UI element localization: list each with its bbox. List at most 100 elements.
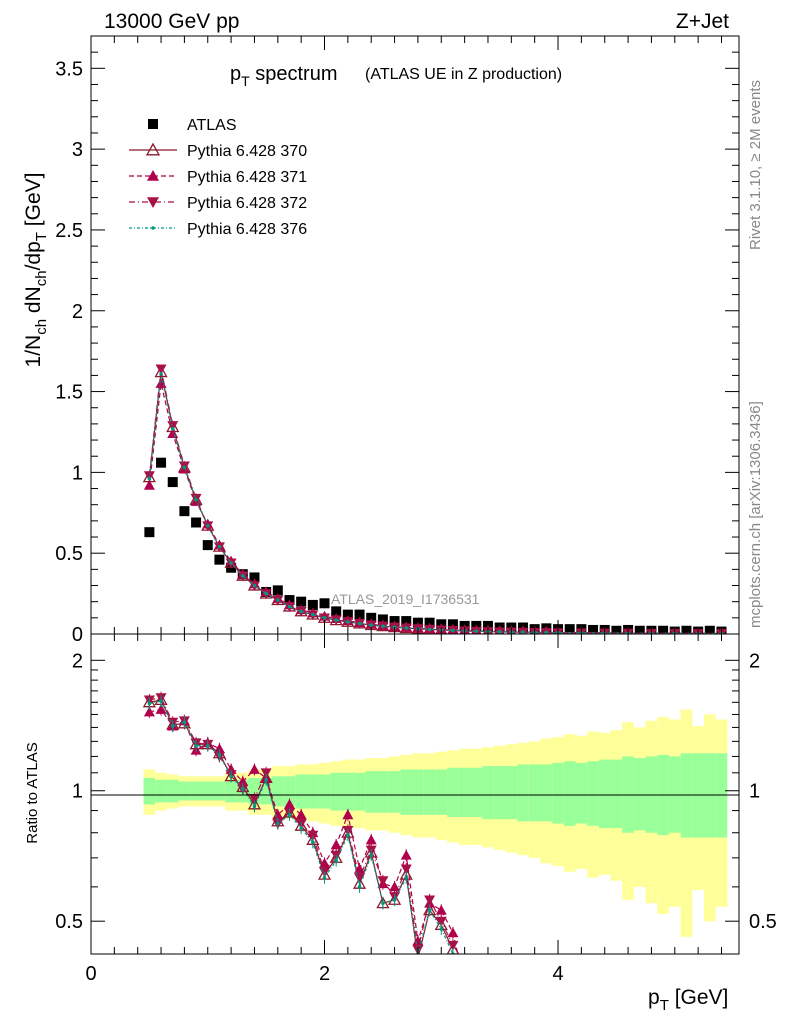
ratio-point-p371 [506, 978, 517, 988]
ratio-ytick-label: 0.5 [55, 911, 83, 933]
ratio-point-p371 [494, 983, 505, 993]
band-inner-bin [155, 779, 167, 803]
main-ytick-label: 3 [72, 139, 83, 161]
ratio-point-p371 [213, 743, 225, 754]
ratio-point-p371 [471, 967, 482, 977]
band-inner-bin [178, 781, 191, 801]
main-point-p376 [147, 477, 152, 481]
ratio-point-p372 [435, 916, 447, 927]
main-point-data [249, 572, 260, 583]
main-point-p376 [264, 591, 268, 596]
main-point-p376 [299, 609, 303, 614]
ratio-point-p372 [447, 940, 459, 951]
main-point-p376 [334, 618, 338, 622]
legend-marker-p372 [147, 197, 159, 208]
main-point-p376 [240, 574, 245, 578]
ratio-point-p376 [205, 743, 210, 748]
ratio-point-p376 [427, 908, 432, 913]
band-inner-bin [633, 758, 646, 831]
band-inner-bin [528, 764, 541, 822]
band-inner-bin [307, 774, 319, 809]
ratio-point-p376 [357, 885, 362, 889]
ratio-point-p371 [447, 927, 459, 938]
legend-marker-p376 [151, 226, 155, 230]
ratio-ytick-label-right: 2 [749, 650, 760, 672]
ratio-point-p376 [311, 840, 315, 845]
ratio-point-p376 [240, 787, 245, 791]
ratio-point-p376 [194, 743, 198, 748]
main-point-p376 [182, 465, 187, 470]
main-ytick-label: 2 [72, 301, 83, 323]
x-axis-label: pT [GeV] [648, 986, 728, 1014]
ratio-point-p376 [334, 858, 338, 863]
band-inner-bin [575, 762, 588, 824]
band-inner-bin [447, 767, 459, 817]
ratio-series-group [142, 691, 529, 993]
band-inner-bin [260, 778, 272, 805]
ratio-point-p376 [170, 724, 175, 728]
band-inner-bin [201, 781, 214, 801]
main-point-p376 [217, 544, 222, 549]
main-point-data [156, 457, 167, 468]
side-label-top: Rivet 3.1.10, ≥ 2M events [747, 80, 764, 250]
band-inner-bin [458, 767, 471, 817]
band-inner-bin [213, 781, 226, 801]
main-point-data [307, 599, 318, 610]
xtick-label: 4 [552, 963, 563, 985]
legend-label-data: ATLAS [187, 117, 237, 134]
band-inner-bin [342, 772, 354, 811]
main-point-data [144, 527, 155, 538]
ratio-point-p376 [182, 720, 187, 724]
band-inner-bin [330, 772, 343, 811]
ratio-point-p371 [330, 839, 342, 850]
ratio-plot-frame [90, 633, 740, 955]
band-inner-bin [271, 776, 284, 807]
ratio-point-p376 [299, 826, 303, 830]
band-inner-bin [225, 779, 237, 803]
ratio-point-p371 [143, 706, 155, 717]
ratio-point-p371 [342, 809, 354, 820]
ratio-uncertainty-band [143, 709, 728, 937]
ratio-point-p370 [416, 951, 420, 954]
main-y-axis-label: 1/Nch dNch/dpT [GeV] [22, 173, 50, 368]
plot-title-suffix: (ATLAS UE in Z production) [365, 66, 562, 83]
ratio-point-p372 [260, 768, 272, 779]
main-point-p376 [229, 561, 233, 565]
ratio-point-p376 [276, 821, 280, 826]
main-point-p376 [474, 629, 479, 634]
ratio-point-p376 [381, 901, 385, 906]
band-inner-bin [610, 759, 623, 829]
main-point-p376 [427, 627, 432, 632]
main-point-p376 [357, 621, 362, 626]
ratio-point-p371 [365, 834, 377, 845]
main-point-data [214, 554, 225, 565]
ratio-point-p372 [400, 864, 412, 875]
ratio-point-p376 [264, 777, 268, 782]
ratio-point-p371 [518, 983, 529, 993]
main-point-data [634, 625, 645, 634]
band-inner-bin [598, 759, 611, 829]
main-point-p376 [252, 583, 257, 588]
band-inner-bin [412, 769, 424, 815]
main-point-p376 [521, 630, 525, 634]
ratio-point-p371 [319, 857, 331, 868]
ratio-point-p376 [287, 813, 292, 817]
ratio-point-p371 [459, 978, 470, 988]
header-right: Z+Jet [676, 10, 729, 33]
main-point-data [331, 606, 342, 617]
legend-label-p370: Pythia 6.428 370 [187, 143, 307, 160]
main-point-p376 [451, 628, 455, 633]
ratio-line-p372 [149, 696, 454, 950]
ratio-point-p371 [435, 904, 447, 915]
main-point-data [167, 477, 178, 488]
main-point-data [401, 616, 412, 627]
main-point-data [179, 506, 190, 517]
main-point-data [658, 625, 669, 634]
main-point-p376 [381, 624, 385, 629]
ratio-point-p376 [322, 875, 327, 880]
main-point-p376 [311, 612, 315, 617]
ratio-ytick-label: 1 [72, 781, 83, 803]
header-left: 13000 GeV pp [104, 10, 239, 33]
main-ytick-label: 0 [72, 624, 83, 646]
ratio-ytick-label-right: 0.5 [749, 911, 777, 933]
